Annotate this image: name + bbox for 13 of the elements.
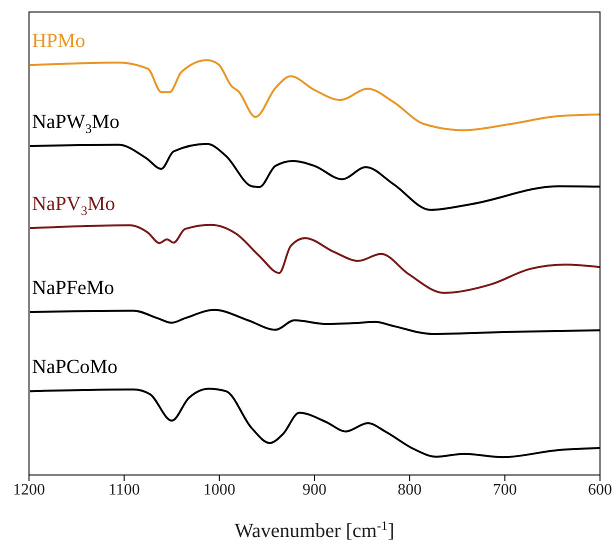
series-label: NaPV$_{3}$Mo [32, 193, 116, 218]
series-label: NaPW$_{3}$Mo [32, 111, 120, 136]
x-tick-label: 900 [302, 481, 326, 498]
x-tick-label: 700 [492, 481, 517, 498]
series-label: NaPCoMo [32, 356, 118, 378]
x-tick-label: 1200 [13, 481, 45, 498]
x-tick-label: 1100 [108, 481, 140, 498]
series-label: HPMo [32, 30, 86, 52]
x-tick-label: 600 [588, 481, 612, 498]
x-tick-label: 1000 [203, 481, 236, 498]
x-tick-label: 800 [398, 481, 422, 498]
series-label: NaPFeMo [32, 276, 114, 299]
x-axis-title: Wavenumber [cm$^{-1}$] [234, 518, 394, 542]
